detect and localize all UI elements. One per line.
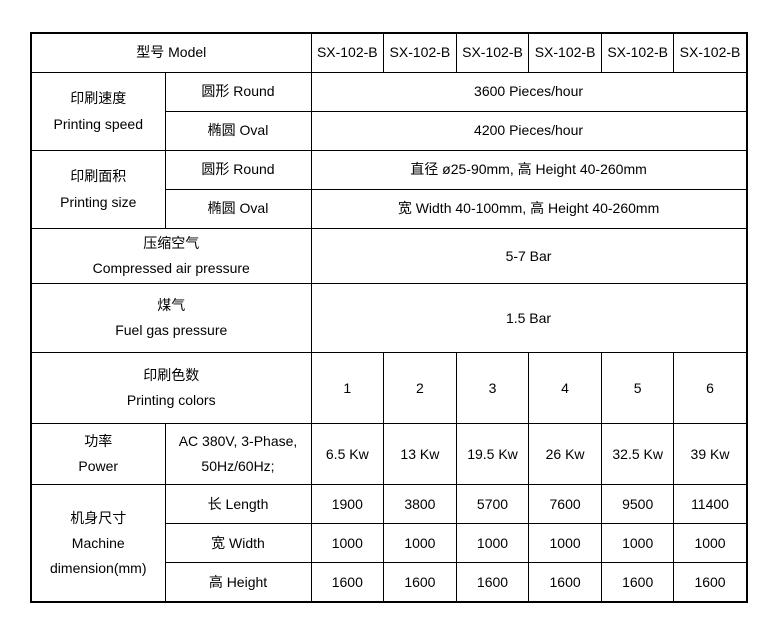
length-value-cell: 3800: [383, 484, 457, 525]
colors-label-cell: 印刷色数 Printing colors: [30, 352, 312, 425]
colors-value-cell: 2: [383, 352, 457, 425]
height-row: 高 Height 1600 1600 1600 1600 1600 1600: [31, 562, 748, 603]
power-value-cell: 39 Kw: [673, 423, 748, 486]
speed-oval-row: 椭圆 Oval 4200 Pieces/hour: [31, 111, 748, 151]
width-label-cell: 宽 Width: [164, 523, 312, 564]
height-value-cell: 1600: [455, 562, 530, 603]
length-value-cell: 1900: [310, 484, 385, 525]
size-oval-label-cell: 椭圆 Oval: [164, 189, 312, 229]
speed-oval-label-cell: 椭圆 Oval: [164, 111, 312, 151]
air-value-cell: 5-7 Bar: [310, 227, 748, 285]
width-row: 宽 Width 1000 1000 1000 1000 1000 1000: [31, 523, 748, 564]
colors-value-cell: 3: [455, 352, 530, 425]
length-label-cell: 长 Length: [164, 484, 312, 525]
model-label-cell: 型号 Model: [30, 32, 312, 73]
size-oval-value-cell: 宽 Width 40-100mm, 高 Height 40-260mm: [310, 189, 748, 229]
power-value-cell: 32.5 Kw: [600, 423, 675, 486]
length-value-cell: 7600: [528, 484, 602, 525]
size-round-label-cell: 圆形 Round: [164, 150, 312, 190]
width-value-cell: 1000: [310, 523, 385, 564]
width-value-cell: 1000: [528, 523, 602, 564]
power-spec-cell: AC 380V, 3-Phase, 50Hz/60Hz;: [164, 423, 312, 486]
power-row: 功率 Power AC 380V, 3-Phase, 50Hz/60Hz; 6.…: [30, 423, 748, 486]
height-value-cell: 1600: [673, 562, 748, 603]
power-label-cell: 功率 Power: [30, 423, 166, 486]
speed-round-value-cell: 3600 Pieces/hour: [310, 72, 748, 112]
printing-colors-row: 印刷色数 Printing colors 1 2 3 4 5 6: [30, 352, 748, 425]
colors-value-cell: 5: [600, 352, 675, 425]
power-value-cell: 26 Kw: [528, 423, 602, 486]
dimension-label-cell: 机身尺寸 Machine dimension(mm): [30, 484, 166, 603]
spec-table: 型号 Model SX-102-B SX-102-B SX-102-B SX-1…: [30, 32, 748, 604]
width-value-cell: 1000: [673, 523, 748, 564]
model-value-cell: SX-102-B: [383, 32, 457, 73]
size-round-row: 印刷面积 Printing size 圆形 Round 直径 ø25-90mm,…: [30, 150, 748, 229]
model-value-cell: SX-102-B: [528, 32, 602, 73]
fuel-label-cell: 煤气 Fuel gas pressure: [30, 283, 312, 354]
model-row: 型号 Model SX-102-B SX-102-B SX-102-B SX-1…: [30, 32, 748, 73]
length-value-cell: 9500: [600, 484, 675, 525]
speed-round-row: 印刷速度 Printing speed 圆形 Round 3600 Pieces…: [30, 72, 748, 151]
length-row: 机身尺寸 Machine dimension(mm) 长 Length 1900…: [30, 484, 748, 603]
colors-value-cell: 6: [673, 352, 748, 425]
width-value-cell: 1000: [455, 523, 530, 564]
size-oval-row: 椭圆 Oval 宽 Width 40-100mm, 高 Height 40-26…: [31, 189, 748, 229]
length-value-cell: 11400: [673, 484, 748, 525]
width-value-cell: 1000: [383, 523, 457, 564]
colors-value-cell: 4: [528, 352, 602, 425]
fuel-value-cell: 1.5 Bar: [310, 283, 748, 354]
model-value-cell: SX-102-B: [673, 32, 748, 73]
height-value-cell: 1600: [310, 562, 385, 603]
height-label-cell: 高 Height: [164, 562, 312, 603]
fuel-pressure-row: 煤气 Fuel gas pressure 1.5 Bar: [30, 283, 748, 354]
power-value-cell: 19.5 Kw: [455, 423, 530, 486]
height-value-cell: 1600: [528, 562, 602, 603]
speed-oval-value-cell: 4200 Pieces/hour: [310, 111, 748, 151]
speed-round-label-cell: 圆形 Round: [164, 72, 312, 112]
length-value-cell: 5700: [455, 484, 530, 525]
model-value-cell: SX-102-B: [310, 32, 385, 73]
air-label-cell: 压缩空气 Compressed air pressure: [30, 227, 312, 285]
size-round-value-cell: 直径 ø25-90mm, 高 Height 40-260mm: [310, 150, 748, 190]
colors-value-cell: 1: [310, 352, 385, 425]
width-value-cell: 1000: [600, 523, 675, 564]
size-label-cell: 印刷面积 Printing size: [30, 150, 166, 229]
height-value-cell: 1600: [600, 562, 675, 603]
power-value-cell: 6.5 Kw: [310, 423, 385, 486]
model-value-cell: SX-102-B: [455, 32, 530, 73]
air-pressure-row: 压缩空气 Compressed air pressure 5-7 Bar: [30, 227, 748, 285]
speed-label-cell: 印刷速度 Printing speed: [30, 72, 166, 151]
height-value-cell: 1600: [383, 562, 457, 603]
power-value-cell: 13 Kw: [383, 423, 457, 486]
model-value-cell: SX-102-B: [600, 32, 675, 73]
